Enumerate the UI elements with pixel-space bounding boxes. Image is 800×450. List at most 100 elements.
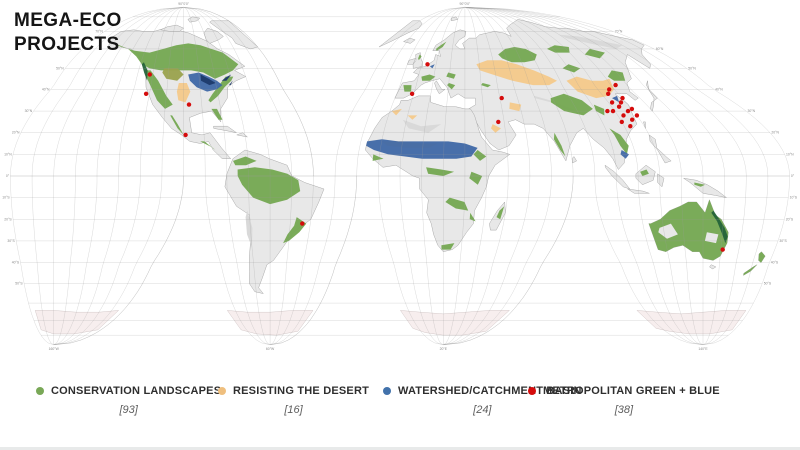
land-region <box>646 80 658 112</box>
green-region <box>498 47 537 63</box>
green-region <box>648 199 729 261</box>
graticule-label: 30°N <box>25 109 33 113</box>
graticule-label: 10°S <box>790 196 798 200</box>
land-region <box>643 121 646 129</box>
metro-project-dot <box>621 113 626 118</box>
metro-project-dot <box>618 100 624 105</box>
green-region <box>496 206 505 220</box>
graticule-label: 0° <box>6 174 10 178</box>
green-region <box>758 251 766 263</box>
land-region <box>213 125 237 133</box>
green-region <box>403 85 412 92</box>
metro-project-dot <box>720 247 725 252</box>
green-region <box>418 54 422 61</box>
green-region <box>441 243 455 250</box>
legend-count: [38] <box>614 404 634 416</box>
graticule-label: 30°S <box>7 239 15 243</box>
graticule-label: 40°N <box>42 87 50 91</box>
graticule-label: 50°N <box>56 66 64 70</box>
graticule-label: 50°N <box>688 66 696 70</box>
graticule-label: 70°N <box>615 29 623 33</box>
antarctica-region <box>636 310 747 335</box>
graticule-label: 20°N <box>12 131 20 135</box>
desert-dot-icon <box>218 387 226 395</box>
graticule-label: 90°0'0" <box>178 2 190 6</box>
graticule-label: 60°N <box>74 47 82 51</box>
land-region <box>187 16 201 23</box>
orange-region <box>407 115 418 120</box>
metro-project-dot <box>143 91 149 97</box>
graticule-label: 160°W <box>49 347 60 351</box>
metro-project-dot <box>607 87 612 92</box>
land-region <box>403 37 416 44</box>
shade-region <box>559 34 623 49</box>
graticule-label: 20°S <box>786 217 794 221</box>
antarctica-region <box>399 310 510 336</box>
graticule-label: 10°N <box>4 152 12 156</box>
metropolitan-dot-icon <box>528 387 536 395</box>
title-line1: MEGA-ECO <box>14 10 122 31</box>
green-region <box>553 132 566 157</box>
metro-project-dot <box>613 82 618 88</box>
graticule-label: 20°N <box>771 131 779 135</box>
metro-project-dot <box>619 119 624 125</box>
land-region <box>709 264 717 270</box>
legend-item-watershed: WATERSHED/CATCHMENT BASIN [24] <box>383 385 582 416</box>
metro-project-dot <box>425 62 430 67</box>
green-region <box>593 104 605 116</box>
green-region <box>694 182 706 187</box>
graticule-label: 40°S <box>12 261 20 265</box>
metro-project-dot <box>620 95 625 101</box>
graticule-label: 90°0'0" <box>460 2 472 6</box>
legend-count: [93] <box>119 404 138 416</box>
green-region <box>481 83 491 88</box>
green-region <box>447 83 456 90</box>
land-region <box>635 164 656 185</box>
dark_green-region <box>141 62 148 81</box>
graticule-label: 30°S <box>779 239 787 243</box>
green-region <box>550 93 593 116</box>
metro-project-dot <box>610 108 616 114</box>
metro-project-dot <box>499 95 504 101</box>
green-region <box>446 72 456 79</box>
navy-region <box>221 74 232 81</box>
land-region <box>236 132 248 138</box>
legend: CONSERVATION LANDSCAPES [93] RESISTING T… <box>0 385 800 435</box>
metro-project-dot <box>628 124 633 129</box>
metro-project-dot <box>605 108 610 114</box>
orange-region <box>391 108 402 116</box>
metro-project-dot <box>300 221 305 226</box>
shade-region <box>402 119 442 133</box>
graticule-label: 40°N <box>715 87 723 91</box>
land-region <box>378 20 423 48</box>
metro-project-dot <box>496 119 501 125</box>
legend-label: WATERSHED/CATCHMENT BASIN <box>398 385 582 397</box>
legend-label: RESISTING THE DESERT <box>233 385 370 397</box>
legend-count: [16] <box>284 404 303 416</box>
land-region <box>209 20 259 50</box>
blue-region <box>429 64 435 69</box>
graticule-label: 20°E <box>440 347 448 351</box>
green-region <box>609 128 629 155</box>
green-region <box>211 108 223 120</box>
land-region <box>571 156 577 164</box>
olive-region <box>162 68 184 81</box>
green-region <box>421 74 436 81</box>
dark_green-region <box>711 210 728 244</box>
graticule-label: 50°S <box>15 282 23 286</box>
metro-project-dot <box>616 104 622 109</box>
metro-project-dot <box>606 91 611 97</box>
page-title: MEGA-ECO PROJECTS <box>14 9 122 58</box>
graticule-label: 140°E <box>698 347 708 351</box>
blue-region <box>366 139 478 159</box>
metro-project-dot <box>634 113 640 118</box>
green-region <box>372 154 384 161</box>
legend-label: METROPOLITAN GREEN + BLUE <box>543 385 720 397</box>
metro-project-dot <box>630 117 635 122</box>
land_patch-region <box>704 232 719 244</box>
land-region <box>657 173 665 188</box>
metro-project-dot <box>625 108 631 114</box>
graticule-label: 10°S <box>2 196 10 200</box>
watershed-dot-icon <box>383 387 391 395</box>
